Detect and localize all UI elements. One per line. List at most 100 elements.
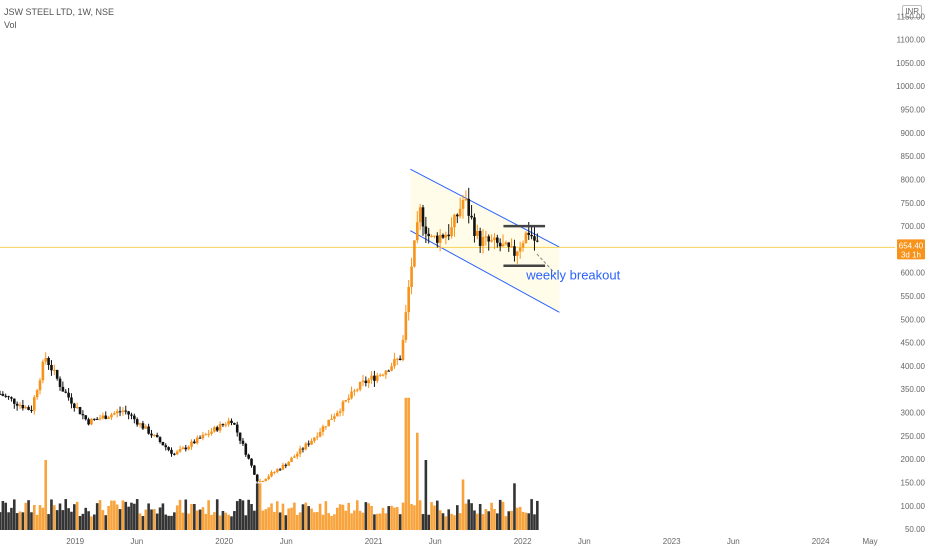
volume-bar (418, 500, 422, 530)
candle-body (21, 404, 25, 409)
candle-body (407, 286, 411, 313)
candle-body (41, 361, 45, 381)
candle-body (64, 391, 68, 393)
candle-body (358, 381, 362, 390)
volume-bar (1, 501, 5, 530)
volume-bar (307, 506, 310, 530)
volume-bar (70, 511, 73, 530)
volume-bar (30, 512, 33, 530)
volume-bar (407, 397, 411, 530)
volume-bar (287, 508, 290, 530)
volume-bar (510, 510, 513, 530)
volume-bar (55, 510, 59, 530)
candle-body (364, 380, 368, 384)
candle-body (353, 390, 356, 392)
volume-bar (447, 509, 451, 530)
x-tick-label: 2023 (663, 537, 681, 546)
candle-body (110, 414, 113, 418)
volume-bar (141, 516, 145, 530)
volume-bar (467, 499, 471, 530)
candle-body (390, 366, 393, 371)
volume-bar (293, 502, 296, 530)
candle-body (230, 420, 233, 423)
volume-bar (184, 499, 188, 530)
candle-body (141, 423, 145, 429)
candle-body (536, 240, 539, 242)
candle-body (315, 436, 319, 438)
candle-body (207, 433, 210, 435)
x-tick-label: Jun (727, 537, 740, 546)
volume-bar (24, 502, 28, 530)
y-tick-label: 1050.00 (896, 59, 925, 68)
volume-bar (38, 505, 42, 530)
candle-body (250, 458, 253, 466)
candle-body (244, 443, 248, 455)
candle-body (521, 243, 525, 248)
volume-bar (516, 507, 519, 530)
volume-bar (513, 483, 516, 530)
candle-body (264, 479, 268, 482)
volume-bar (493, 509, 496, 530)
volume-bar (44, 460, 48, 530)
volume-bar (313, 512, 316, 530)
volume-bar (415, 432, 419, 530)
volume-bar (255, 483, 259, 530)
candle-body (61, 386, 65, 392)
y-tick-label: 600.00 (901, 269, 926, 278)
volume-bar (90, 516, 93, 530)
volume-bar (264, 509, 268, 530)
volume-bar (258, 483, 262, 530)
candle-body (58, 378, 62, 387)
candle-body (444, 234, 448, 238)
volume-bar (324, 501, 328, 530)
volume-bar (310, 508, 313, 530)
candle-body (30, 409, 33, 411)
candle-body (184, 447, 188, 450)
candle-body (533, 236, 536, 241)
candle-body (124, 410, 128, 412)
volume-bar (335, 507, 339, 530)
volume-bar (433, 505, 436, 530)
volume-bar (270, 503, 273, 530)
x-tick-label: May (863, 537, 878, 546)
volume-bar (518, 506, 522, 530)
x-tick-label: Jun (429, 537, 442, 546)
candle-body (327, 419, 330, 427)
candle-body (118, 411, 122, 413)
volume-bar (521, 511, 525, 530)
currency-badge[interactable]: INR (902, 5, 922, 18)
candle-body (235, 424, 239, 433)
volume-bar (527, 513, 531, 530)
candle-body (290, 457, 293, 462)
candle-body (53, 369, 56, 371)
volume-bar (384, 513, 388, 530)
volume-bar (353, 510, 356, 530)
volume-bar (178, 499, 182, 530)
candle-body (321, 426, 325, 432)
volume-bar (227, 514, 230, 530)
candle-body (195, 437, 199, 444)
candle-body (158, 437, 162, 442)
candle-body (487, 236, 491, 242)
volume-bar (496, 513, 499, 530)
volume-bar (275, 501, 279, 530)
volume-bar (478, 503, 482, 530)
candle-body (150, 433, 153, 436)
volume-bar (104, 515, 108, 530)
volume-bar (124, 501, 128, 530)
candle-body (164, 445, 168, 448)
candle-body (504, 242, 508, 245)
volume-bar (187, 513, 190, 530)
candle-body (384, 370, 388, 375)
channel-lower-line (410, 230, 560, 313)
candle-body (224, 424, 228, 426)
candle-body (32, 397, 36, 411)
volume-bar (153, 509, 156, 530)
candle-body (155, 434, 159, 438)
volume-bar (87, 511, 90, 530)
candle-body (204, 434, 208, 436)
candle-body (267, 476, 270, 480)
volume-bar (4, 502, 8, 530)
candle-body (310, 440, 313, 445)
